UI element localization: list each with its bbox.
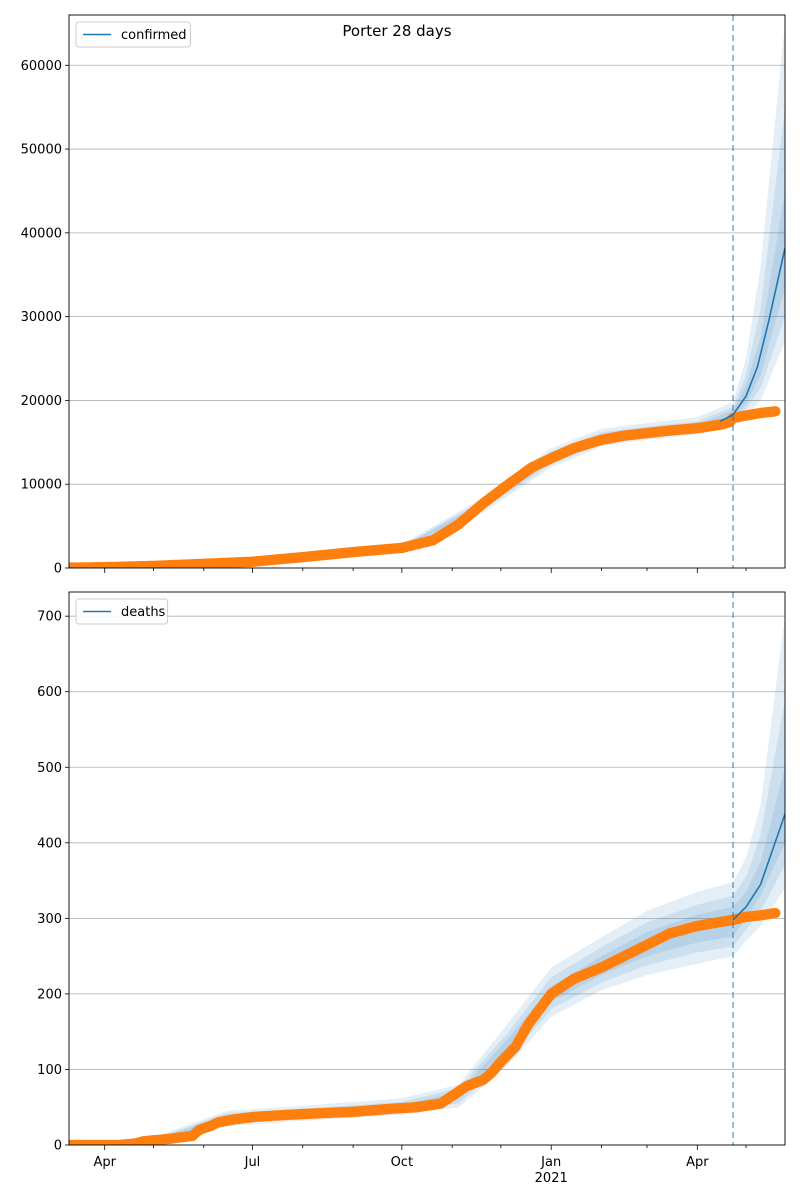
uncertainty-band — [69, 107, 785, 568]
uncertainty-band — [69, 616, 785, 1145]
y-tick-label: 200 — [37, 987, 62, 1002]
axes-frame — [68, 14, 786, 569]
x-tick-sublabel: 2021 — [535, 1171, 568, 1186]
model-median-line — [732, 813, 785, 921]
y-tick-label: 600 — [37, 685, 62, 700]
legend: confirmed — [75, 21, 191, 48]
observed-point — [770, 907, 781, 919]
y-tick-label: 30000 — [21, 310, 62, 325]
x-tick-label: Oct — [391, 1155, 413, 1170]
y-tick-label: 10000 — [21, 478, 62, 493]
legend-label: deaths — [121, 605, 166, 620]
x-tick-label: Apr — [686, 1155, 709, 1170]
confirmed-panel: 0 10000 20000 30000 40000 50000 60000 confirmed — [21, 14, 786, 577]
axes-frame — [68, 591, 786, 1146]
y-tick-label: 40000 — [21, 226, 62, 241]
model-median-line — [719, 247, 785, 423]
uncertainty-band — [69, 191, 785, 568]
y-tick-label: 0 — [54, 562, 62, 577]
y-tick-label: 20000 — [21, 394, 62, 409]
y-tick-label: 50000 — [21, 143, 62, 158]
y-tick-label: 100 — [37, 1063, 62, 1078]
legend-label: confirmed — [121, 28, 187, 43]
x-tick-label: Jul — [244, 1155, 261, 1170]
uncertainty-band — [69, 767, 785, 1145]
figure-title: Porter 28 days — [342, 22, 451, 40]
y-tick-label: 500 — [37, 761, 62, 776]
y-tick-label: 700 — [37, 610, 62, 625]
legend-box — [75, 598, 169, 625]
x-tick-label: Apr — [93, 1155, 116, 1170]
y-tick-label: 400 — [37, 836, 62, 851]
uncertainty-band — [69, 23, 785, 568]
legend-box — [75, 21, 191, 48]
y-tick-label: 0 — [54, 1139, 62, 1154]
legend: deaths — [75, 598, 169, 625]
y-tick-label: 60000 — [21, 59, 62, 74]
x-tick-label: Jan — [540, 1155, 561, 1170]
observed-point — [770, 406, 781, 417]
y-tick-label: 300 — [37, 912, 62, 927]
